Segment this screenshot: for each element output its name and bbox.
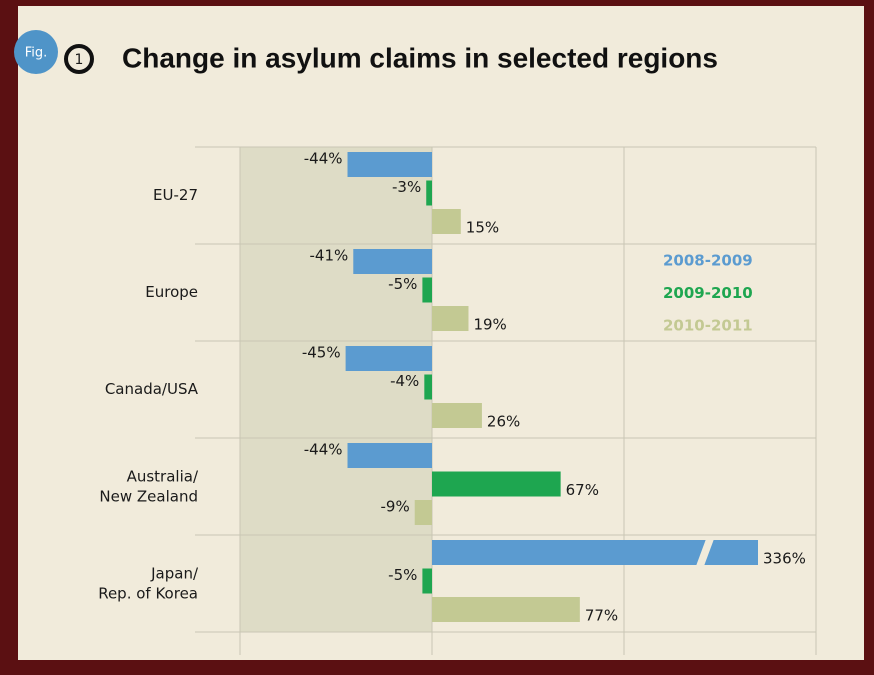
bar	[422, 568, 432, 594]
value-label: 26%	[487, 413, 520, 431]
value-label: -5%	[388, 566, 417, 584]
bar	[422, 277, 432, 303]
bar	[426, 180, 432, 206]
category-label: Europe	[145, 283, 198, 301]
negative-region	[240, 147, 432, 632]
value-label: -44%	[304, 441, 343, 459]
bar	[347, 443, 432, 468]
category-label: Japan/Rep. of Korea	[98, 564, 199, 602]
bar	[432, 597, 580, 622]
axis-break	[696, 539, 714, 566]
bar	[432, 403, 482, 428]
value-label: -9%	[381, 498, 410, 516]
fig-badge	[14, 30, 58, 74]
fig-number: 1	[75, 52, 84, 68]
legend-label: 2008-2009	[663, 252, 753, 270]
legend-label: 2009-2010	[663, 284, 753, 302]
value-label: -4%	[390, 372, 419, 390]
category-label: Australia/New Zealand	[99, 467, 199, 505]
bar	[432, 209, 461, 234]
value-label: 336%	[763, 550, 806, 568]
value-label: -41%	[310, 247, 349, 265]
bar	[432, 471, 561, 497]
category-label: EU-27	[153, 186, 198, 204]
bar	[432, 306, 469, 331]
bar	[345, 346, 432, 371]
value-label: 15%	[466, 219, 499, 237]
value-label: -3%	[392, 178, 421, 196]
value-label: -45%	[302, 344, 341, 362]
legend-label: 2010-2011	[663, 317, 753, 335]
value-label: 19%	[473, 316, 506, 334]
bar	[347, 152, 432, 177]
bar	[424, 374, 432, 400]
fig-label: Fig.	[25, 46, 48, 61]
value-label: -5%	[388, 275, 417, 293]
bar	[414, 500, 432, 525]
bar	[353, 249, 432, 274]
value-label: 67%	[566, 481, 599, 499]
fig-number-ring	[64, 44, 94, 74]
value-label: -44%	[304, 150, 343, 168]
chart-title: Change in asylum claims in selected regi…	[122, 42, 718, 73]
value-label: 77%	[585, 607, 618, 625]
category-label: Canada/USA	[105, 380, 199, 398]
